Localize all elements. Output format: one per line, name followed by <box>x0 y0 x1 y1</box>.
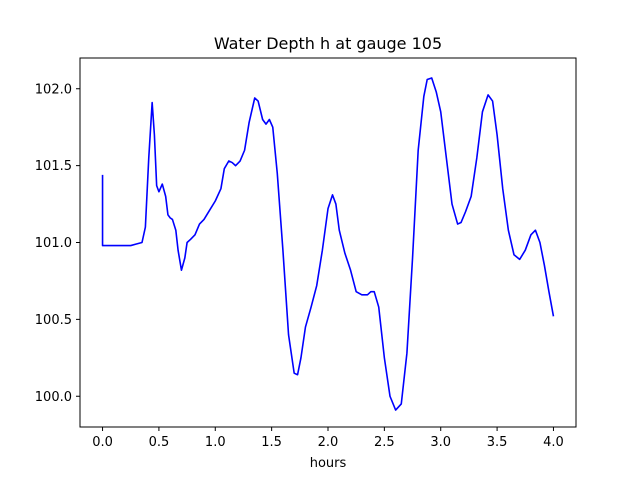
x-tick-label: 1.5 <box>261 435 282 450</box>
y-tick-label: 100.5 <box>35 313 72 328</box>
x-axis-label: hours <box>310 456 347 471</box>
x-tick-label: 1.0 <box>205 435 226 450</box>
y-tick-label: 102.0 <box>35 82 72 97</box>
x-tick-label: 3.5 <box>487 435 508 450</box>
plot-area <box>101 77 555 411</box>
x-tick-label: 3.0 <box>430 435 451 450</box>
x-tick-label: 0.5 <box>149 435 170 450</box>
plot-frame <box>79 57 577 428</box>
y-tick-label: 101.0 <box>35 236 72 251</box>
chart-title: Water Depth h at gauge 105 <box>214 34 442 53</box>
y-tick-label: 101.5 <box>35 159 72 174</box>
x-tick-label: 4.0 <box>543 435 564 450</box>
y-tick-label: 100.0 <box>35 390 72 405</box>
x-tick-label: 2.0 <box>318 435 339 450</box>
x-tick-label: 0.0 <box>92 435 113 450</box>
x-axis-ticks: 0.0 0.5 1.0 1.5 2.0 2.5 3.0 3.5 4.0 <box>92 427 564 450</box>
series-line-0 <box>101 77 555 411</box>
y-axis-ticks: 100.0 100.5 101.0 101.5 102.0 <box>35 82 80 405</box>
x-tick-label: 2.5 <box>374 435 395 450</box>
